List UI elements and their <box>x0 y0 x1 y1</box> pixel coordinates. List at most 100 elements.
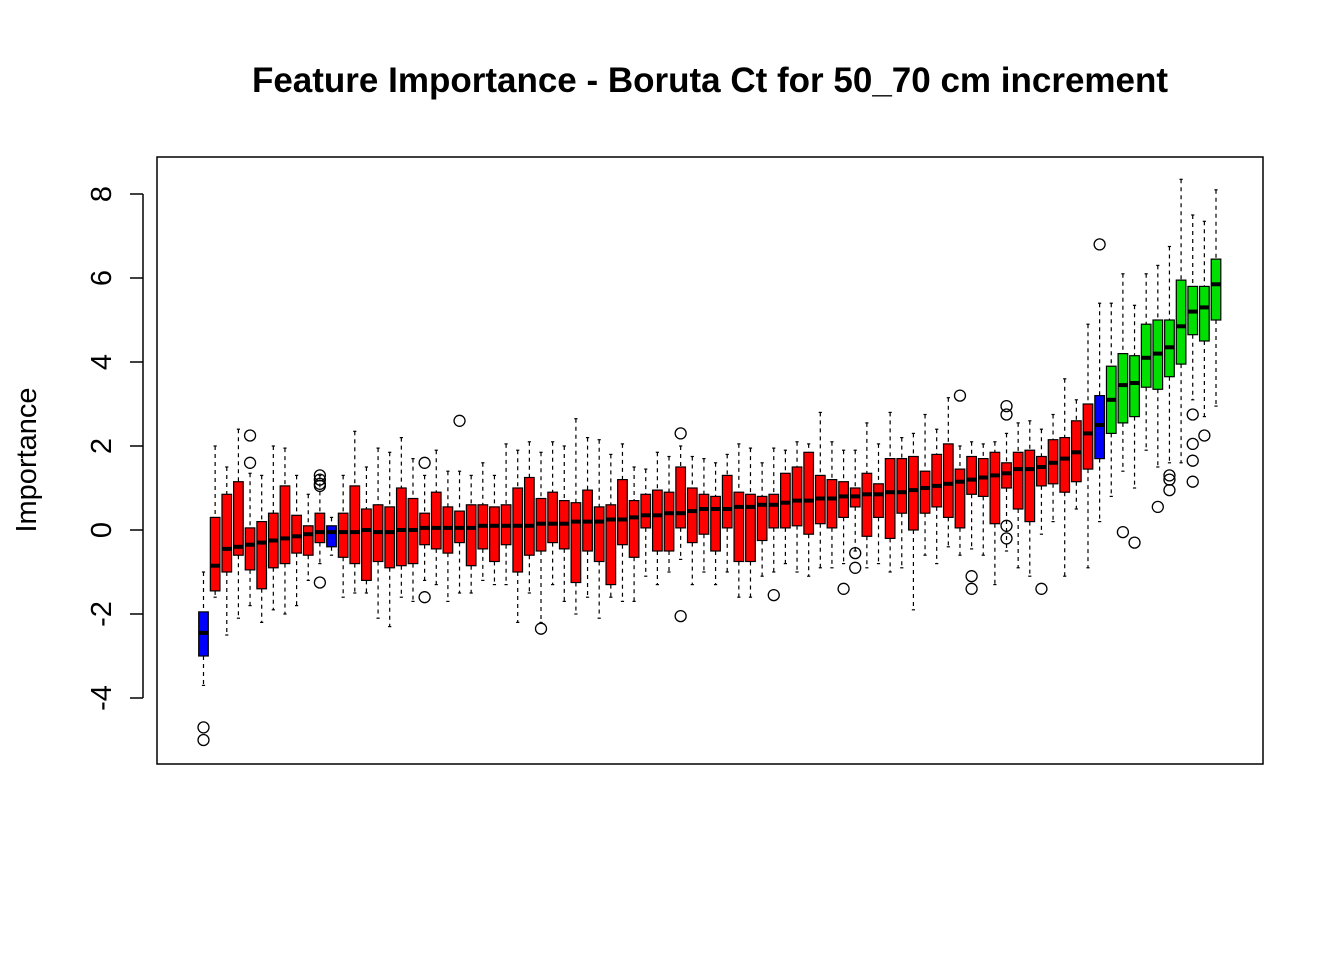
box-iqr <box>733 491 745 563</box>
box-iqr <box>686 487 698 544</box>
feature-box <box>919 413 931 556</box>
feature-box <box>384 451 396 628</box>
box-iqr <box>233 481 244 556</box>
feature-box <box>361 466 372 594</box>
box-iqr <box>779 472 791 529</box>
feature-box <box>1151 264 1164 514</box>
box-iqr <box>745 493 756 563</box>
outlier-point <box>1000 532 1013 545</box>
feature-box <box>908 432 919 611</box>
chart-title: Feature Importance - Boruta Ct for 50_70… <box>252 61 1168 100</box>
outlier-point <box>1151 500 1164 514</box>
outlier-point <box>849 546 862 560</box>
outlier-point <box>313 479 327 493</box>
box-iqr <box>593 506 605 563</box>
box-iqr <box>221 493 233 573</box>
outlier-point <box>1093 238 1106 251</box>
box-iqr <box>989 451 1001 525</box>
outlier-point <box>243 456 257 469</box>
feature-box <box>593 439 605 619</box>
feature-box <box>873 443 884 565</box>
feature-box <box>558 445 570 603</box>
box-iqr <box>605 504 617 586</box>
feature-box <box>326 516 337 556</box>
outlier-point <box>453 414 466 427</box>
outlier-point <box>837 582 850 595</box>
box-iqr <box>279 485 291 565</box>
feature-box <box>570 418 582 615</box>
feature-box <box>1116 273 1130 539</box>
box-iqr <box>908 455 919 531</box>
outlier-point <box>1000 399 1013 413</box>
feature-box <box>674 427 687 623</box>
box-iqr <box>640 493 652 529</box>
feature-box <box>243 429 257 607</box>
box-iqr <box>442 506 454 554</box>
box-iqr <box>931 453 943 508</box>
feature-box <box>407 458 419 603</box>
y-axis: -4 -2 0 2 4 6 8 <box>86 186 144 711</box>
feature-box <box>628 466 640 603</box>
feature-box <box>803 443 815 577</box>
feature-box <box>1128 304 1141 549</box>
box-iqr <box>617 479 628 546</box>
feature-box <box>884 411 896 573</box>
box-iqr <box>710 495 721 552</box>
feature-box <box>896 437 908 569</box>
feature-box <box>663 455 675 573</box>
feature-box <box>1186 214 1199 488</box>
box-iqr <box>663 491 675 552</box>
feature-box <box>1035 428 1048 595</box>
outlier-point <box>965 570 978 583</box>
feature-box <box>617 443 628 603</box>
box-iqr <box>873 483 884 518</box>
feature-box <box>1093 238 1106 523</box>
feature-box <box>1210 189 1222 407</box>
feature-box <box>605 453 617 598</box>
box-iqr <box>302 525 314 556</box>
feature-box <box>302 493 314 582</box>
feature-box <box>791 441 803 573</box>
outlier-point <box>418 456 431 469</box>
box-iqr <box>465 504 477 567</box>
feature-box <box>837 449 850 595</box>
y-tick-label: -2 <box>86 601 118 627</box>
box-iqr <box>884 458 896 540</box>
feature-box <box>767 447 780 602</box>
box-iqr <box>675 466 687 529</box>
y-tick-label: -4 <box>86 685 118 711</box>
feature-box <box>756 462 768 577</box>
box-iqr <box>838 481 849 519</box>
feature-box <box>1000 399 1013 552</box>
box-iqr <box>512 487 524 573</box>
box-iqr <box>1210 258 1222 321</box>
box-iqr <box>570 502 582 584</box>
feature-box <box>197 571 210 747</box>
feature-box <box>256 474 268 624</box>
box-iqr <box>861 472 873 537</box>
outlier-point <box>1035 582 1048 595</box>
feature-box <box>651 451 663 586</box>
outlier-point <box>1116 525 1130 539</box>
feature-box <box>1140 273 1152 451</box>
box-iqr <box>651 489 663 552</box>
feature-box <box>953 389 967 556</box>
feature-box <box>477 462 489 582</box>
box-iqr <box>1094 395 1106 460</box>
feature-box <box>372 447 384 619</box>
box-iqr <box>547 491 559 544</box>
feature-box <box>1175 178 1187 464</box>
y-tick-label: 2 <box>86 438 118 454</box>
outlier-point <box>197 721 210 734</box>
box-iqr <box>384 506 396 569</box>
box-iqr <box>395 487 407 567</box>
feature-box <box>745 447 756 598</box>
box-iqr <box>523 476 535 556</box>
box-iqr <box>291 514 303 554</box>
feature-box <box>1198 220 1211 442</box>
feature-box <box>512 449 524 624</box>
feature-box <box>267 445 279 611</box>
box-iqr <box>326 525 337 548</box>
feature-box <box>1012 422 1024 569</box>
boxes-group <box>197 178 1222 747</box>
